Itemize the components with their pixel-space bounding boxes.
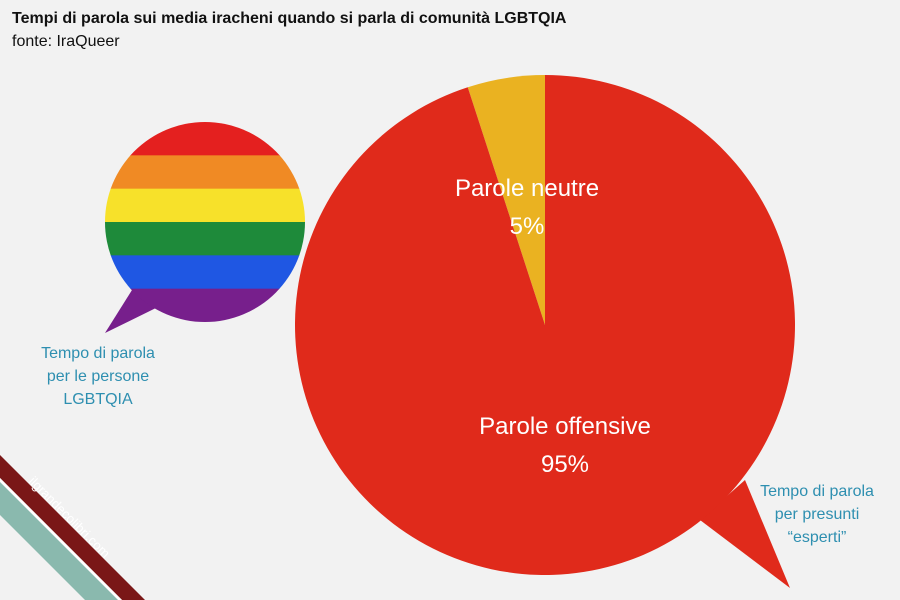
chart-title: Tempi di parola sui media iracheni quand… bbox=[12, 10, 567, 27]
slice-value-label: 95% bbox=[541, 451, 589, 478]
callout-experts: Tempo di parola per presunti “esperti” bbox=[732, 480, 900, 549]
slice-label: Parole neutre bbox=[455, 175, 599, 202]
pie-slice-offensive bbox=[295, 75, 795, 575]
pie-bubble-tail bbox=[700, 480, 790, 588]
callout-experts-line-1: Tempo di parola bbox=[760, 483, 874, 500]
callout-lgbtqia-line-2: per le persone bbox=[46, 368, 150, 385]
rainbow-stripe bbox=[105, 188, 305, 223]
slice-label: Parole offensive bbox=[479, 413, 651, 440]
callout-lgbtqia-line-1: Tempo di parola bbox=[41, 345, 155, 362]
callout-lgbtqia: Tempo di parola per le persone LGBTQIA bbox=[8, 342, 188, 411]
rainbow-stripe bbox=[105, 122, 305, 156]
rainbow-stripe bbox=[105, 155, 305, 190]
rainbow-flag-bubble bbox=[105, 122, 305, 333]
slice-value-label: 5% bbox=[510, 213, 545, 240]
rainbow-stripe bbox=[105, 222, 305, 256]
chart-source: fonte: IraQueer bbox=[12, 33, 120, 50]
pie-slice-neutral bbox=[467, 75, 545, 325]
callout-experts-line-2: per presunti bbox=[774, 506, 860, 523]
callout-lgbtqia-line-3: LGBTQIA bbox=[63, 391, 133, 408]
rainbow-stripe bbox=[105, 255, 305, 290]
callout-experts-line-3: “esperti” bbox=[787, 529, 847, 546]
